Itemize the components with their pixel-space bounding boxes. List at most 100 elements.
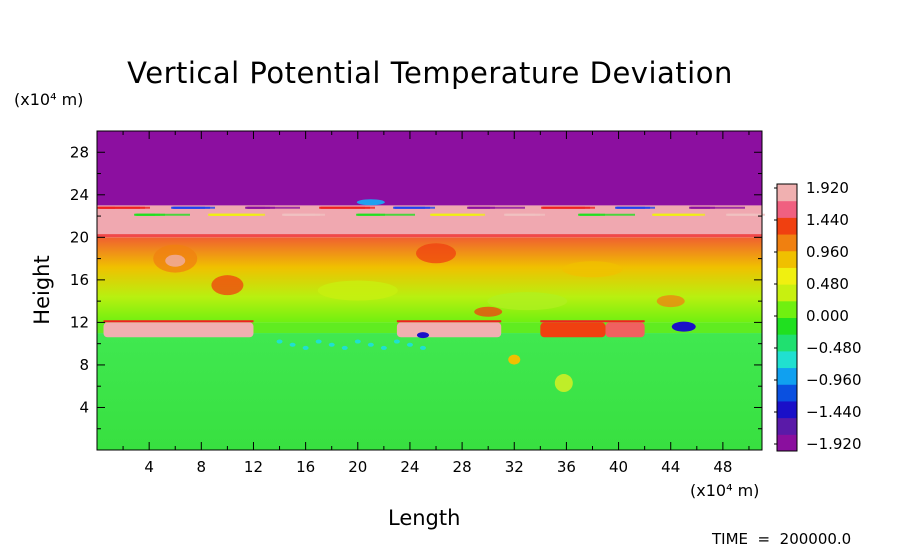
colorbar-swatch (777, 417, 797, 435)
x-tick-label: 24 (400, 458, 419, 476)
x-tick-label: 8 (197, 458, 207, 476)
colorbar-swatch (777, 350, 797, 369)
colorbar-frame (776, 183, 798, 452)
colorbar-label: −0.480 (806, 339, 862, 357)
band-texture (211, 213, 250, 216)
band-texture (321, 206, 365, 209)
band-texture (285, 213, 310, 216)
colorbar-label: 0.480 (806, 275, 849, 293)
inversion-segment (396, 322, 502, 338)
x-tick-label: 20 (348, 458, 367, 476)
plot-area (97, 131, 765, 450)
cool-speck (289, 342, 296, 347)
cool-speck (406, 342, 413, 347)
x-tick-label: 44 (661, 458, 680, 476)
y-tick-label: 24 (70, 186, 89, 204)
cool-speck (302, 345, 309, 350)
band-texture (728, 213, 755, 216)
y-tick-label: 28 (70, 143, 89, 161)
band-texture (654, 213, 695, 216)
warm-anomaly (554, 374, 573, 393)
layer-lower (97, 333, 762, 450)
colorbar-label: 0.960 (806, 243, 849, 261)
inversion-segment (103, 322, 254, 338)
x-tick-label: 32 (505, 458, 524, 476)
colorbar-swatch (777, 217, 797, 235)
band-texture (506, 213, 535, 216)
colorbar-swatch (777, 317, 797, 335)
colorbar-swatch (777, 234, 797, 252)
band-texture (248, 206, 300, 209)
band-texture (137, 213, 190, 216)
x-tick-label: 36 (557, 458, 576, 476)
chart-title: Vertical Potential Temperature Deviation (127, 56, 733, 90)
band-lower-edge (97, 234, 762, 238)
layer-upper (97, 131, 762, 206)
colorbar-label: −1.440 (806, 403, 862, 421)
layer-tropopause-band (97, 205, 762, 238)
x-tick-label: 16 (296, 458, 315, 476)
colorbar-label: −0.960 (806, 371, 862, 389)
colorbar-swatch (777, 250, 797, 268)
y-axis-unit: (x10⁴ m) (14, 90, 84, 109)
inversion-segment (540, 322, 606, 338)
band-texture (543, 206, 585, 209)
cold-anomaly (671, 321, 696, 332)
band-texture (617, 206, 645, 209)
warm-patch (317, 280, 398, 301)
warm-patch (562, 261, 623, 278)
warm-patch (416, 243, 457, 264)
band-texture (691, 206, 745, 209)
inversion-segment (605, 322, 645, 338)
colorbar-swatch (777, 334, 797, 352)
inversion-edge (396, 320, 502, 323)
y-tick-label: 20 (70, 228, 89, 246)
cool-speck (341, 345, 348, 350)
cool-speck (367, 342, 374, 347)
cool-speck (419, 345, 426, 350)
colorbar: 1.920 1.440 0.960 0.480 0.000 −0.480 −0.960 −1.… (774, 179, 862, 453)
colorbar-swatch (777, 367, 797, 385)
warm-patch (474, 306, 503, 317)
colorbar-swatch (777, 284, 797, 302)
y-tick-label: 12 (70, 313, 89, 331)
colorbar-swatch (777, 267, 797, 285)
x-tick-label: 4 (144, 458, 154, 476)
colorbar-swatch (777, 384, 797, 402)
band-texture (174, 206, 200, 209)
cool-speck (315, 339, 322, 344)
warm-anomaly (508, 354, 521, 365)
colorbar-label: −1.920 (806, 435, 862, 453)
warm-patch (656, 295, 685, 308)
y-tick-label: 8 (79, 356, 89, 374)
x-axis-unit: (x10⁴ m) (690, 481, 760, 500)
band-texture (395, 206, 425, 209)
cold-anomaly (416, 332, 429, 339)
x-tick-label: 48 (713, 458, 732, 476)
band-texture (358, 213, 415, 216)
warm-patch (487, 292, 568, 311)
colorbar-swatch (777, 434, 797, 452)
x-tick-label: 12 (244, 458, 263, 476)
plot-frame (96, 130, 763, 451)
inversion-edge (540, 320, 606, 323)
cool-speck (276, 339, 283, 344)
cool-speck (380, 345, 387, 350)
y-tick-label: 16 (70, 271, 89, 289)
colorbar-label: 1.440 (806, 211, 849, 229)
colorbar-swatch (777, 400, 797, 419)
cool-speck (393, 339, 400, 344)
inversion-edge (103, 320, 254, 323)
band-texture (469, 206, 525, 209)
upper-anomaly (356, 199, 385, 206)
warm-patch (165, 254, 186, 267)
inversion-edge (605, 320, 645, 323)
band-texture (580, 213, 635, 216)
x-tick-label: 40 (609, 458, 628, 476)
colorbar-label: 0.000 (806, 307, 849, 325)
colorbar-swatch (777, 300, 797, 318)
x-tick-label: 28 (453, 458, 472, 476)
x-axis-label: Length (388, 506, 461, 530)
